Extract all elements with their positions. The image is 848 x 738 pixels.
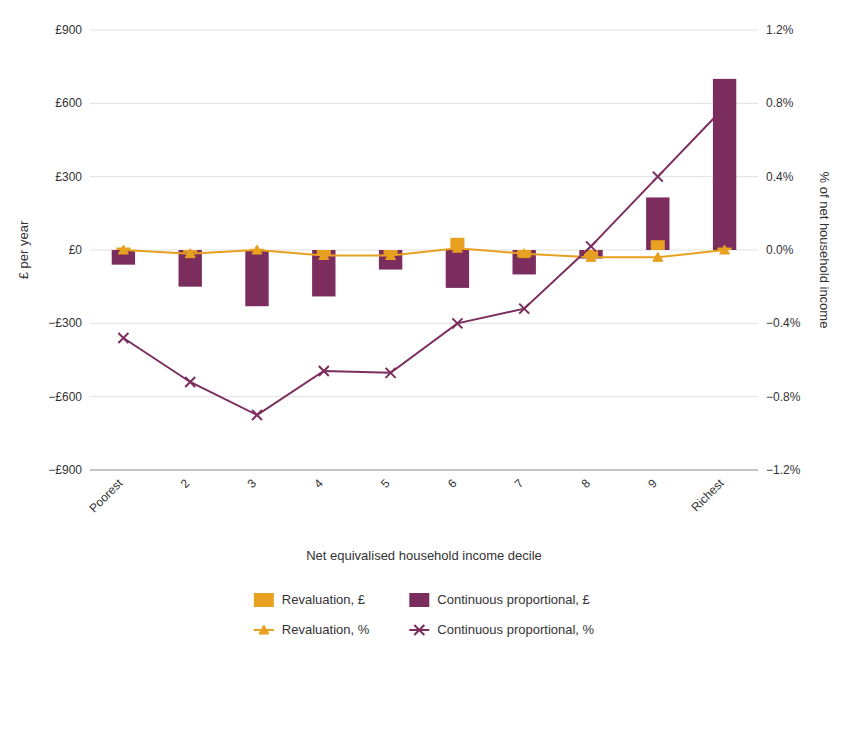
y2-tick-label: 0.0% <box>766 243 794 257</box>
line <box>123 248 724 257</box>
legend-item: Revaluation, % <box>254 622 370 637</box>
marker <box>586 252 596 261</box>
marker <box>118 333 128 343</box>
grid-line <box>90 396 758 397</box>
y-tick-label: £300 <box>55 170 82 184</box>
marker <box>452 243 462 252</box>
marker <box>519 304 529 314</box>
y-tick-label: £900 <box>55 23 82 37</box>
chart: −£900 −£600 −£300 £0 £300 £600 £900 −1.2% −0.8% −… <box>0 0 848 738</box>
plot-area <box>112 79 737 420</box>
marker <box>185 249 195 258</box>
y2-tick-label: −0.4% <box>766 316 801 330</box>
marker <box>252 410 262 420</box>
y-tick-label: £0 <box>69 243 83 257</box>
legend-marker <box>259 625 269 634</box>
y-tick-label: −£600 <box>48 390 82 404</box>
marker <box>185 377 195 387</box>
legend-label: Continuous proportional, % <box>437 622 594 637</box>
y-axis-label: £ per year <box>16 220 31 279</box>
bar <box>446 250 469 288</box>
marker <box>319 251 329 260</box>
grid-line <box>90 323 758 324</box>
bar <box>646 197 669 250</box>
x-tick-label: 4 <box>311 476 326 491</box>
marker <box>720 245 730 254</box>
marker <box>452 318 462 328</box>
legend-marker <box>414 625 424 635</box>
marker <box>653 252 663 261</box>
legend-label: Revaluation, £ <box>282 592 366 607</box>
x-tick-label: Poorest <box>86 476 126 516</box>
legend-label: Revaluation, % <box>282 622 370 637</box>
legend: Revaluation, £ Continuous proportional, £… <box>254 592 595 637</box>
x-tick-label: Richest <box>689 476 728 515</box>
y-tick-label: £600 <box>55 96 82 110</box>
bar <box>312 250 335 296</box>
bar <box>713 79 736 250</box>
grid-line <box>90 103 758 104</box>
x-tick-label: 9 <box>645 476 660 491</box>
marker <box>319 366 329 376</box>
y-tick-label: −£900 <box>48 463 82 477</box>
x-tick-label: 6 <box>445 476 460 491</box>
x-tick-label: 5 <box>378 476 393 491</box>
y2-tick-label: −1.2% <box>766 463 801 477</box>
bar <box>379 250 402 270</box>
marker <box>118 245 128 254</box>
x-tick-label: 3 <box>244 476 259 491</box>
bar <box>651 240 665 250</box>
marker <box>252 245 262 254</box>
y2-tick-label: 1.2% <box>766 23 794 37</box>
marker <box>720 102 730 112</box>
marker <box>386 368 396 378</box>
legend-swatch <box>254 593 274 607</box>
marker <box>586 241 596 251</box>
bar <box>245 250 268 306</box>
marker <box>653 172 663 182</box>
legend-swatch <box>409 593 429 607</box>
marker <box>386 251 396 260</box>
legend-item: Revaluation, £ <box>254 592 366 607</box>
legend-label: Continuous proportional, £ <box>437 592 590 607</box>
marker <box>519 249 529 258</box>
x-axis-label: Net equivalised household income decile <box>306 548 542 563</box>
x-tick-label: 8 <box>578 476 593 491</box>
line <box>123 107 724 415</box>
grid-line <box>90 30 758 31</box>
legend-item: Continuous proportional, % <box>409 622 594 637</box>
x-tick-label: 2 <box>178 476 193 491</box>
y2-tick-label: −0.8% <box>766 390 801 404</box>
x-axis-line <box>90 470 758 471</box>
x-tick-label: 7 <box>512 476 527 491</box>
y-tick-label: −£300 <box>48 316 82 330</box>
legend-item: Continuous proportional, £ <box>409 592 590 607</box>
y2-axis-label: % of net household income <box>817 172 832 329</box>
y2-tick-label: 0.8% <box>766 96 794 110</box>
grid-line <box>90 470 758 471</box>
y2-tick-label: 0.4% <box>766 170 794 184</box>
